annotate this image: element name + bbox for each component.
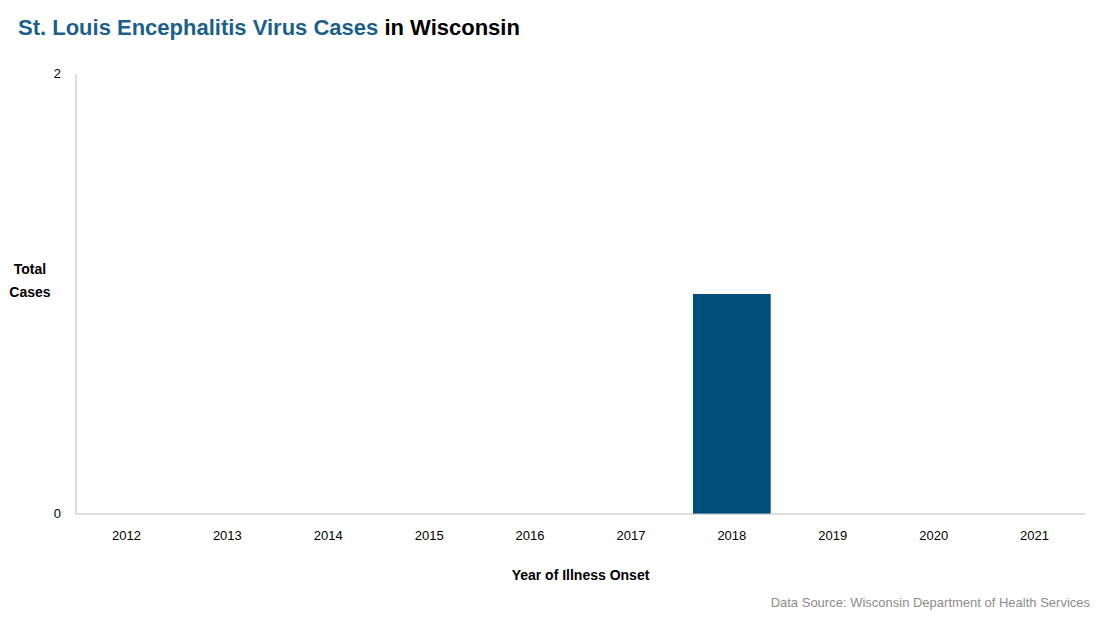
y-axis-label-line: Cases — [9, 284, 50, 300]
x-tick-label: 2018 — [717, 528, 746, 543]
x-axis — [76, 514, 1085, 515]
y-axis-label-line: Total — [14, 261, 46, 277]
title-part: St. Louis Encephalitis Virus Cases — [18, 15, 378, 40]
x-tick-label: 2021 — [1020, 528, 1049, 543]
x-tick-label: 2013 — [213, 528, 242, 543]
x-tick-label: 2012 — [112, 528, 141, 543]
y-tick-label: 2 — [54, 66, 61, 81]
x-tick-label: 2020 — [919, 528, 948, 543]
x-axis-label: Year of Illness Onset — [512, 567, 650, 583]
x-tick-label: 2015 — [415, 528, 444, 543]
bars — [693, 294, 771, 514]
y-tick-label: 0 — [54, 506, 61, 521]
y-axis — [76, 74, 77, 514]
source: Data Source: Wisconsin Department of Hea… — [771, 595, 1091, 610]
x-tick-label: 2019 — [818, 528, 847, 543]
y-axis-label: Total Cases — [9, 261, 50, 300]
x-tick-label: 2016 — [516, 528, 545, 543]
title-part: in Wisconsin — [378, 15, 520, 40]
x-tick-label: 2014 — [314, 528, 343, 543]
bar — [693, 294, 771, 514]
chart: St. Louis Encephalitis Virus Cases in Wi… — [0, 0, 1100, 619]
x-tick-label: 2017 — [616, 528, 645, 543]
title: St. Louis Encephalitis Virus Cases in Wi… — [18, 15, 520, 40]
